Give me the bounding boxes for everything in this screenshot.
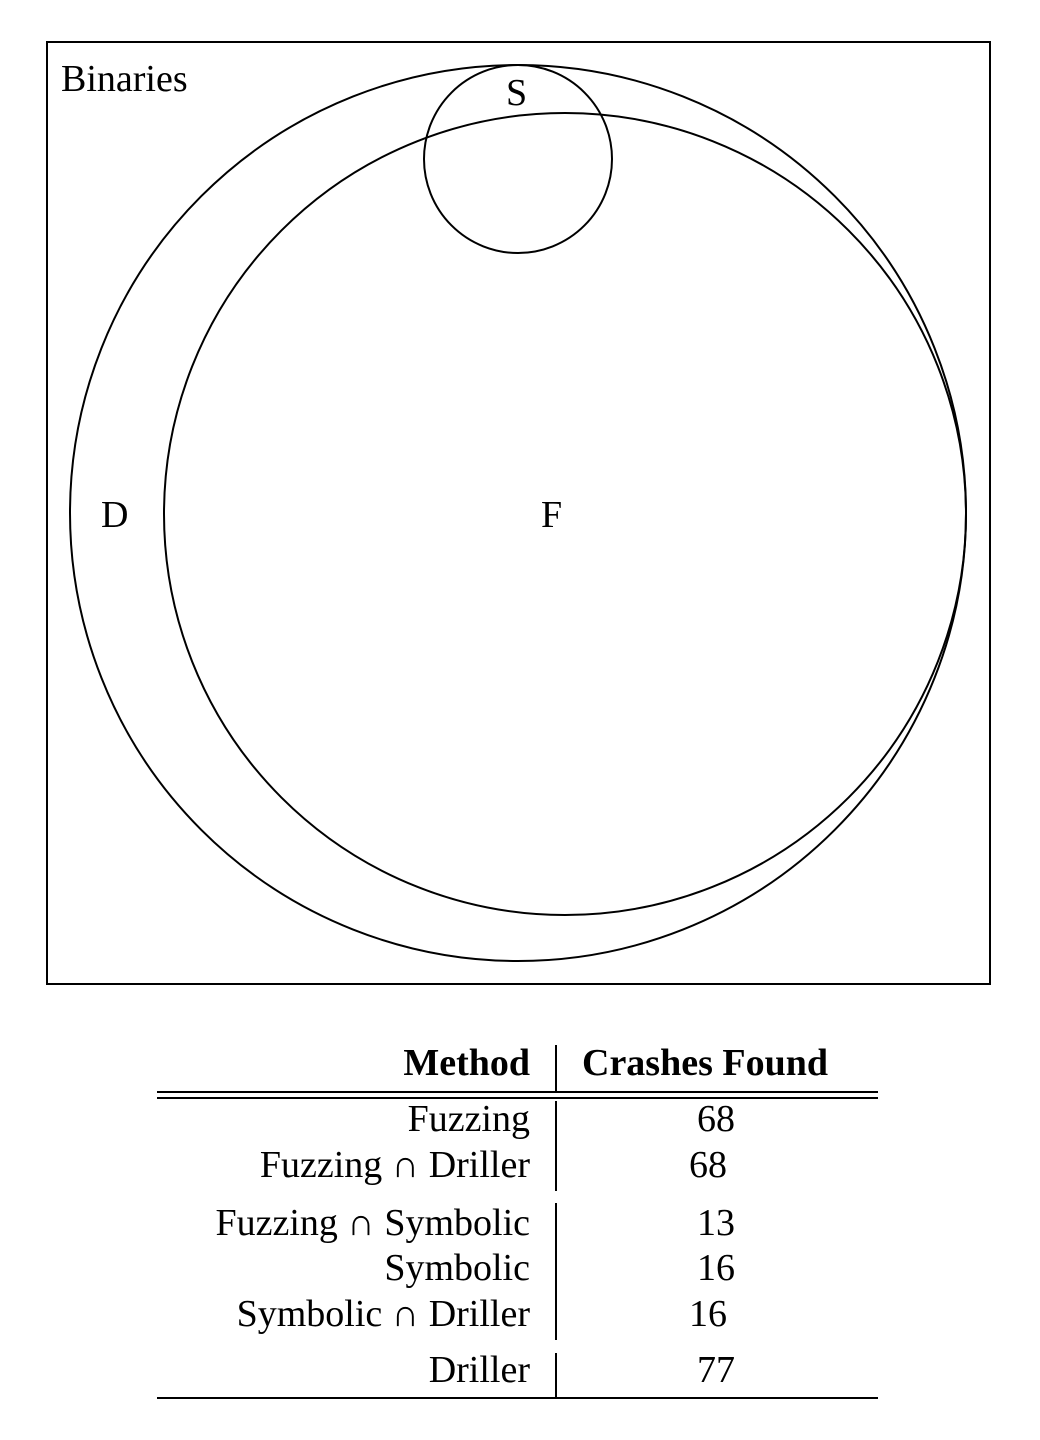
column-separator: [555, 1353, 557, 1398]
column-separator: [555, 1101, 557, 1191]
set-s-label: S: [506, 72, 527, 114]
table-row-method: Driller: [428, 1349, 530, 1391]
table-row-method: Fuzzing ∩ Driller: [259, 1144, 530, 1186]
column-separator: [555, 1045, 557, 1091]
set-f-circle: [163, 112, 967, 916]
set-d-label: D: [101, 494, 128, 536]
table-row-crashes: 16: [697, 1247, 735, 1289]
set-s-circle: [423, 64, 613, 254]
table-row-method: Symbolic ∩ Driller: [236, 1293, 530, 1335]
venn-diagram: Binaries D F S: [46, 41, 991, 985]
table-row-crashes: 16: [689, 1293, 727, 1335]
column-separator: [555, 1203, 557, 1340]
table-row-crashes: 13: [697, 1202, 735, 1244]
table-bottom-rule: [157, 1397, 878, 1399]
table-row-method: Fuzzing ∩ Symbolic: [215, 1202, 530, 1244]
header-rule-bottom: [157, 1097, 878, 1099]
binaries-frame: [46, 41, 991, 985]
table-row-method: Fuzzing: [407, 1098, 530, 1140]
table-row-method: Symbolic: [384, 1247, 530, 1289]
set-f-label: F: [541, 494, 562, 536]
table-row-crashes: 68: [697, 1098, 735, 1140]
header-crashes-found: Crashes Found: [582, 1042, 828, 1084]
header-method: Method: [403, 1042, 530, 1084]
header-rule-top: [157, 1091, 878, 1093]
table-row-crashes: 68: [689, 1144, 727, 1186]
binaries-label: Binaries: [61, 58, 188, 100]
table-row-crashes: 77: [697, 1349, 735, 1391]
